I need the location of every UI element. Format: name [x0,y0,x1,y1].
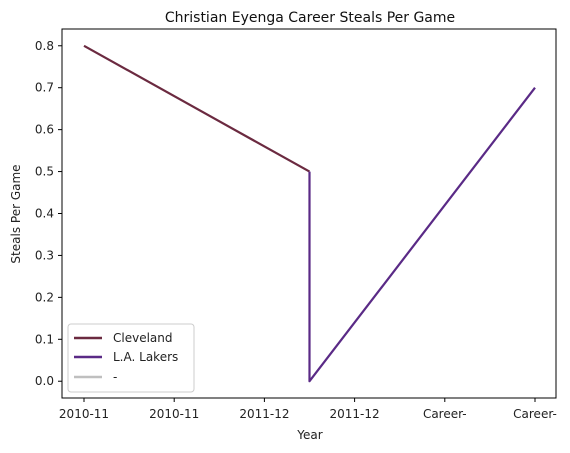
legend-label-lakers: L.A. Lakers [113,350,178,364]
y-axis-label: Steals Per Game [9,164,23,263]
y-tick-label: 0.1 [35,332,54,346]
legend: Cleveland L.A. Lakers - [67,323,195,393]
x-tick-label: 2011-12 [239,407,289,421]
x-tick-label: Career- [423,407,467,421]
legend-box [67,323,195,393]
series-line-0 [83,44,311,173]
x-axis-label: Year [296,428,322,442]
x-tick-label: 2011-12 [330,407,380,421]
y-tick-label: 0.5 [35,165,54,179]
y-tick-label: 0.3 [35,248,54,262]
y-tick-label: 0.0 [35,374,54,388]
y-tick-label: 0.2 [35,290,54,304]
y-tick-label: 0.4 [35,207,54,221]
x-tick-label: 2010-11 [59,407,109,421]
legend-label-dash: - [113,370,117,384]
chart-title: Christian Eyenga Career Steals Per Game [165,10,455,26]
x-tick-label: Career- [513,407,557,421]
y-tick-label: 0.8 [35,39,54,53]
x-tick-label: 2010-11 [149,407,199,421]
y-tick-label: 0.6 [35,123,54,137]
series-line-1 [308,87,536,383]
x-axis: 2010-11 2010-11 2011-12 2011-12 Career- Caree… [59,398,557,421]
y-tick-label: 0.7 [35,81,54,95]
y-axis: 0.0 0.1 0.2 0.3 0.4 0.5 0.6 0.7 0.8 [35,39,62,388]
plot-lines [83,44,536,383]
legend-label-cleveland: Cleveland [113,331,173,345]
